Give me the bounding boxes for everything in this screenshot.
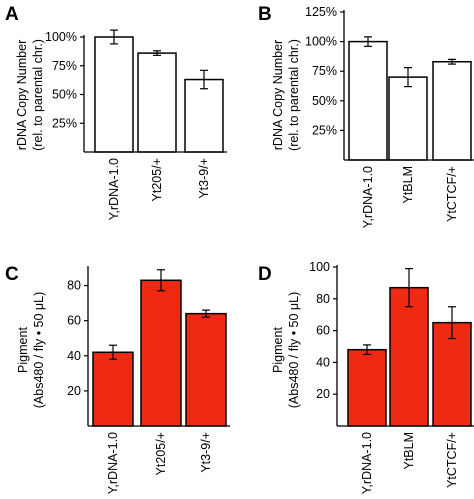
error-bar bbox=[153, 50, 161, 57]
error-bar bbox=[202, 309, 210, 318]
x-category-label: YtCTCF/+ bbox=[445, 166, 459, 222]
x-category-label: Yt3-9/+ bbox=[199, 432, 213, 473]
error-bar bbox=[405, 267, 413, 308]
y-tick-label: 80 bbox=[67, 279, 81, 293]
x-category-label: YtBLM bbox=[401, 166, 415, 204]
y-axis-subtitle: (Abs480 / fly • 50 μL) bbox=[287, 292, 301, 409]
panel-letter: D bbox=[258, 264, 272, 285]
panel-d: D 20 40 60 80 100 Pigment (Abs480 / fly • 50 μL… bbox=[258, 260, 474, 494]
panel-letter: A bbox=[5, 4, 19, 25]
y-axis-title: rDNA Copy Number bbox=[15, 40, 29, 150]
error-bar bbox=[109, 344, 117, 360]
y-tick-label: 100% bbox=[45, 30, 77, 44]
bar bbox=[432, 60, 472, 161]
x-category-label: Yt205/+ bbox=[150, 158, 164, 201]
y-tick-label: 60 bbox=[316, 324, 330, 338]
y-axis-subtitle: (rel. to parental chr.) bbox=[287, 39, 301, 151]
y-tick-label: 40 bbox=[316, 355, 330, 369]
error-bar bbox=[448, 306, 456, 340]
y-axis-title: Pigment bbox=[16, 327, 30, 373]
bar bbox=[432, 321, 472, 427]
x-category-label: Yt205/+ bbox=[154, 432, 168, 475]
x-category-label: YtBLM bbox=[402, 432, 416, 470]
error-bar bbox=[404, 67, 412, 88]
bar bbox=[389, 286, 429, 427]
error-bar bbox=[364, 36, 372, 47]
x-category-label: Y,rDNA-1.0 bbox=[106, 432, 120, 494]
error-bar bbox=[363, 344, 371, 356]
bar bbox=[185, 312, 227, 427]
error-bar bbox=[200, 69, 208, 90]
y-tick-label: 60 bbox=[67, 314, 81, 328]
y-axis-title: Pigment bbox=[271, 327, 285, 373]
bar bbox=[347, 348, 387, 427]
y-tick-label: 50% bbox=[52, 88, 77, 102]
error-bar bbox=[157, 269, 165, 292]
y-tick-label: 25% bbox=[312, 123, 337, 137]
y-tick-label: 75% bbox=[52, 59, 77, 73]
y-axis-subtitle: (rel. to parental chr.) bbox=[31, 39, 45, 151]
bar bbox=[388, 76, 428, 161]
bar bbox=[140, 279, 182, 427]
y-tick-label: 75% bbox=[312, 64, 337, 78]
y-tick-label: 40 bbox=[67, 349, 81, 363]
y-tick-label: 20 bbox=[67, 384, 81, 398]
y-tick-label: 50% bbox=[312, 94, 337, 108]
bar bbox=[94, 36, 134, 153]
bar bbox=[348, 40, 388, 161]
error-bar bbox=[448, 58, 456, 65]
x-category-label: Yt3-9/+ bbox=[197, 158, 211, 199]
x-category-label: Y,rDNA-1.0 bbox=[361, 166, 375, 228]
bar bbox=[137, 52, 177, 153]
y-tick-label: 125% bbox=[305, 5, 337, 19]
panel-letter: C bbox=[5, 264, 19, 285]
panel-letter: B bbox=[258, 4, 272, 25]
bar bbox=[92, 351, 134, 427]
x-category-label: Y,rDNA-1.0 bbox=[107, 158, 121, 220]
y-axis-subtitle: (Abs480 / fly • 50 μL) bbox=[32, 292, 46, 409]
y-axis-title: rDNA Copy Number bbox=[271, 40, 285, 150]
y-tick-label: 100% bbox=[305, 35, 337, 49]
error-bar bbox=[110, 29, 118, 45]
y-tick-label: 100 bbox=[309, 260, 330, 274]
bar bbox=[184, 78, 224, 153]
panel-b: B 25% 50% 75% 100% 125% rDNA Copy Number (rel. … bbox=[258, 4, 474, 228]
y-tick-label: 20 bbox=[316, 387, 330, 401]
y-tick-label: 25% bbox=[52, 116, 77, 130]
x-category-label: Y,rDNA-1.0 bbox=[360, 432, 374, 494]
y-tick-label: 80 bbox=[316, 292, 330, 306]
x-category-label: YtCTCF/+ bbox=[445, 432, 459, 488]
panel-c: C 20 40 60 80 Pigment (Abs480 / fly • 50 μL) Y,… bbox=[5, 264, 230, 494]
panel-a: A 25% 50% 75% 100% rDNA Copy Number (rel. to p… bbox=[5, 4, 227, 220]
